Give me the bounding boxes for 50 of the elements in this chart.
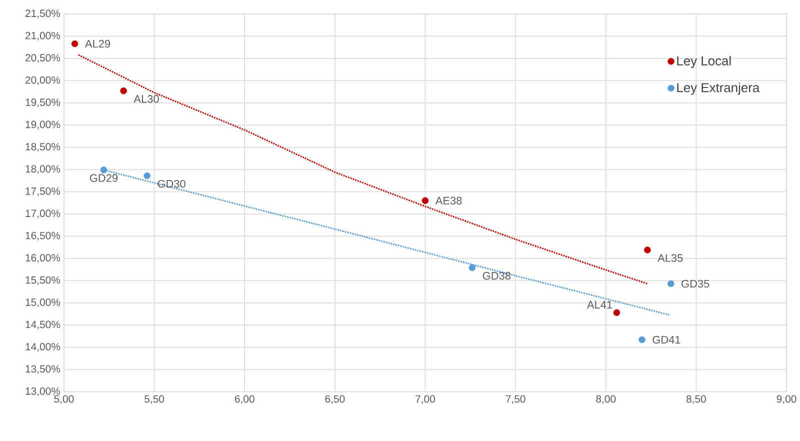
- point: [468, 264, 476, 272]
- annotation: GD30: [158, 180, 186, 188]
- y-tick-label: 17,00%: [26, 210, 60, 218]
- annotation: GD41: [652, 336, 680, 344]
- y-tick-label: 21,50%: [26, 10, 60, 18]
- y-tick-label: 20,50%: [26, 54, 60, 63]
- x-tick-label: 9,00: [776, 395, 796, 404]
- x-tick-label: 6,50: [325, 395, 345, 404]
- y-tick-label: 19,50%: [26, 98, 60, 108]
- point: [638, 336, 646, 344]
- annotation: AL35: [658, 254, 683, 262]
- x-tick-label: 7,50: [506, 395, 526, 404]
- x-tick-label: 5,00: [54, 395, 74, 404]
- point: [71, 40, 78, 48]
- point: [644, 246, 651, 254]
- x-tick-label: 8,50: [686, 395, 706, 404]
- point: [668, 280, 674, 288]
- y-tick-label: 16,00%: [26, 254, 60, 263]
- y-tick-label: 13,50%: [26, 365, 60, 374]
- y-tick-label: 20,00%: [26, 76, 60, 86]
- y-tick-label: 21,00%: [26, 32, 60, 41]
- x-tick-label: 7,00: [416, 395, 435, 404]
- annotation: AL41: [586, 301, 612, 309]
- legend-label: Ley Extranjera: [677, 82, 760, 95]
- point: [120, 88, 127, 94]
- x-tick-label: 6,00: [234, 395, 254, 404]
- point: [422, 197, 429, 204]
- point: [100, 166, 108, 174]
- x-tick-label: 5,50: [144, 395, 164, 404]
- y-tick-label: 19,00%: [26, 120, 60, 130]
- legend-label: Ley Local: [677, 56, 731, 68]
- y-tick-label: 14,00%: [26, 343, 60, 352]
- point: [613, 309, 620, 316]
- y-tick-label: 15,00%: [26, 298, 60, 308]
- y-tick-label: 13,00%: [26, 388, 60, 396]
- y-tick-label: 18,00%: [26, 165, 60, 174]
- y-tick-label: 15,50%: [26, 276, 60, 286]
- y-tick-label: 16,50%: [26, 232, 60, 241]
- y-tick-label: 17,50%: [26, 188, 60, 196]
- x-tick-label: 8,00: [596, 395, 616, 404]
- annotation: AL29: [84, 40, 110, 48]
- annotation: AE38: [435, 196, 462, 205]
- annotation: GD38: [482, 272, 510, 280]
- point: [144, 172, 150, 180]
- y-tick-label: 14,50%: [26, 320, 60, 330]
- annotation: AL30: [134, 95, 159, 103]
- annotation: GD29: [90, 174, 118, 182]
- annotation: GD35: [682, 280, 710, 288]
- y-tick-label: 18,50%: [26, 143, 60, 152]
- line-series: [78, 54, 648, 285]
